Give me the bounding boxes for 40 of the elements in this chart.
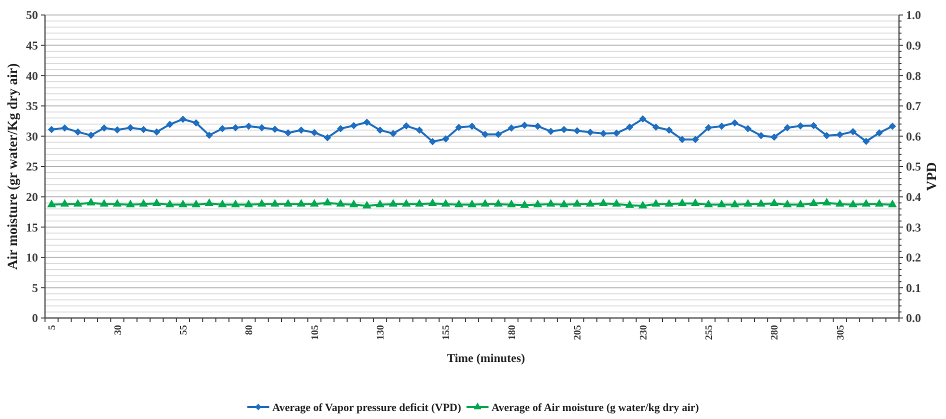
- y2-tick-label: 0.6: [906, 129, 921, 144]
- y2-tick-label: 0.0: [906, 311, 921, 326]
- y-tick-label: 45: [26, 38, 38, 52]
- x-tick-label: 305: [835, 325, 846, 340]
- y-tick-label: 30: [26, 129, 38, 144]
- y-tick-label: 0: [32, 311, 38, 326]
- x-tick-label: 30: [112, 325, 124, 335]
- y-tick-label: 25: [26, 160, 38, 174]
- y-tick-label: 10: [26, 250, 38, 265]
- y-tick-label: 20: [26, 190, 38, 204]
- y-axis-title: Air moisture (gr water/Kg dry air): [6, 62, 21, 270]
- y2-tick-label: 1.0: [906, 8, 921, 22]
- y2-tick-label: 0.3: [906, 220, 921, 234]
- x-axis-title: Time (minutes): [446, 351, 526, 365]
- legend-label: Average of Air moisture (g water/kg dry air): [492, 402, 700, 414]
- legend-label: Average of Vapor pressure deficit (VPD): [272, 402, 462, 414]
- y2-axis-title: VPD: [925, 162, 940, 191]
- x-tick-label: 230: [638, 325, 650, 340]
- y-tick-label: 5: [32, 280, 38, 295]
- x-tick-label: 155: [441, 325, 452, 340]
- y-tick-label: 50: [26, 8, 38, 22]
- y2-tick-label: 0.9: [906, 38, 921, 52]
- x-tick-label: 280: [770, 325, 781, 340]
- y2-tick-label: 0.5: [906, 160, 921, 174]
- x-tick-label: 55: [178, 325, 190, 335]
- y2-tick-label: 0.8: [906, 68, 921, 83]
- y2-tick-label: 0.7: [906, 99, 921, 114]
- x-tick-label: 205: [572, 325, 584, 340]
- y2-tick-label: 0.4: [906, 190, 921, 204]
- y-tick-label: 35: [26, 99, 38, 114]
- y2-tick-label: 0.1: [906, 280, 921, 295]
- x-tick-label: 255: [704, 325, 715, 340]
- x-tick-label: 80: [244, 325, 256, 335]
- y-tick-label: 40: [26, 68, 38, 83]
- x-tick-label: 130: [376, 325, 387, 340]
- y2-tick-label: 0.2: [906, 250, 921, 265]
- x-tick-label: 180: [506, 325, 518, 340]
- x-tick-label: 5: [47, 325, 58, 330]
- x-tick-label: 105: [310, 325, 321, 340]
- y-tick-label: 15: [26, 220, 38, 234]
